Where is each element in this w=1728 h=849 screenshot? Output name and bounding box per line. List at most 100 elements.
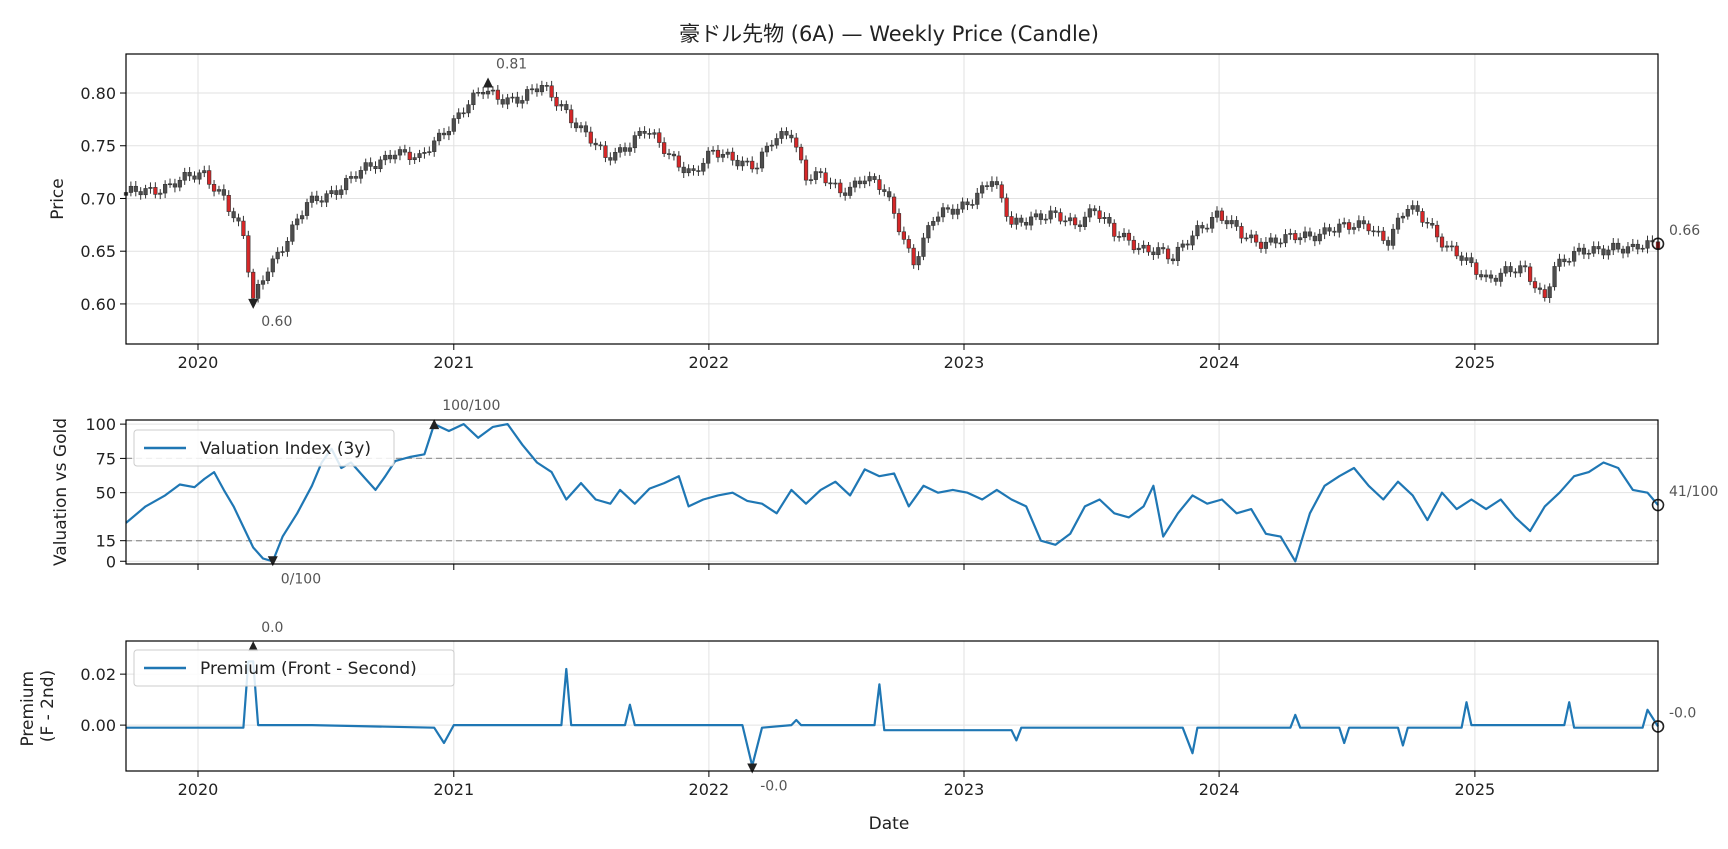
candle-body xyxy=(1165,248,1171,260)
candle-body xyxy=(1606,249,1611,256)
y-tick-label: 0.02 xyxy=(80,665,116,684)
trough-annotation: 0/100 xyxy=(281,571,321,587)
premium-legend: Premium (Front - Second) xyxy=(133,649,455,687)
candle-body xyxy=(559,104,564,107)
candle-body xyxy=(1611,242,1616,251)
candle-body xyxy=(696,170,701,172)
y-tick-label: 0.60 xyxy=(80,295,116,314)
candle-body xyxy=(720,154,725,158)
candle-body xyxy=(490,89,496,92)
candle-body xyxy=(148,187,153,189)
candle-body xyxy=(128,185,133,193)
candle-body xyxy=(1087,208,1092,218)
candle-body xyxy=(847,186,853,196)
candle-body xyxy=(1185,243,1190,246)
candle-body xyxy=(1391,228,1396,246)
candle-body xyxy=(1288,233,1293,235)
candle-body xyxy=(1483,274,1489,278)
trough-marker xyxy=(267,556,278,567)
candle-body xyxy=(877,179,882,190)
candle-body xyxy=(1234,220,1239,227)
candle-body xyxy=(1459,255,1464,261)
candle-body xyxy=(1439,236,1445,248)
candle-body xyxy=(1028,216,1034,226)
candle-body xyxy=(373,166,378,170)
candle-body xyxy=(1361,220,1366,225)
candle-body xyxy=(1126,232,1132,241)
candle-body xyxy=(794,137,799,148)
candle-body xyxy=(808,179,814,181)
candle-body xyxy=(1077,224,1083,227)
candle-body xyxy=(363,162,368,171)
candle-body xyxy=(1601,248,1606,256)
candle-body xyxy=(280,251,285,253)
candle-body xyxy=(1518,265,1523,274)
candle-body xyxy=(500,99,505,105)
candle-body xyxy=(422,152,427,154)
premium-line xyxy=(126,660,1659,767)
premium-legend-label: Premium (Front - Second) xyxy=(200,659,417,679)
candle-body xyxy=(608,157,613,161)
x-tick-label: 2021 xyxy=(433,353,474,372)
candle-body xyxy=(270,258,275,273)
candle-body xyxy=(618,147,623,153)
candle-body xyxy=(843,192,848,196)
candle-body xyxy=(1209,217,1215,229)
valuation-legend: Valuation Index (3y) xyxy=(133,429,395,467)
candle-body xyxy=(593,142,598,146)
candle-body xyxy=(823,172,828,184)
candle-body xyxy=(632,135,637,149)
candle-body xyxy=(1136,247,1141,251)
candle-body xyxy=(505,97,510,105)
candle-body xyxy=(715,149,721,158)
candle-body xyxy=(1180,243,1185,248)
candle-body xyxy=(1474,262,1479,275)
trough-marker xyxy=(747,763,758,774)
candle-body xyxy=(740,160,745,167)
candle-body xyxy=(1371,230,1376,233)
candle-body xyxy=(158,192,163,195)
candle-body xyxy=(764,145,769,153)
candle-body xyxy=(627,147,633,152)
price-panel: 0.60 0.81 0.66 2020 2021 2022 2023 2024 2025 0.6… xyxy=(48,53,1700,372)
candle-body xyxy=(1268,237,1273,243)
candle-body xyxy=(456,112,461,119)
candle-body xyxy=(1576,247,1582,252)
candle-body xyxy=(1121,232,1127,238)
candle-body xyxy=(231,211,236,219)
candle-body xyxy=(353,176,359,179)
candle-body xyxy=(578,125,584,129)
y-tick-label: 0 xyxy=(106,552,116,571)
candle-body xyxy=(348,176,354,179)
candle-body xyxy=(1454,245,1459,257)
candle-body xyxy=(1469,257,1474,264)
candle-body xyxy=(652,132,657,135)
candle-body xyxy=(710,149,716,152)
candle-body xyxy=(838,182,843,194)
candle-body xyxy=(300,215,305,220)
candle-body xyxy=(662,142,667,154)
candle-body xyxy=(383,154,388,161)
x-tick-label: 2024 xyxy=(1199,353,1240,372)
candle-body xyxy=(1009,216,1014,225)
candle-body xyxy=(1528,266,1533,282)
candle-body xyxy=(211,184,217,192)
candle-body xyxy=(583,125,588,133)
candle-body xyxy=(1224,220,1229,225)
candle-body xyxy=(412,157,417,161)
candle-body xyxy=(852,180,858,188)
candle-body xyxy=(1004,197,1009,217)
candle-body xyxy=(1430,223,1435,226)
trough-annotation: 0.60 xyxy=(261,314,292,330)
candle-body xyxy=(774,138,779,146)
price-axis-label: Price xyxy=(48,178,68,219)
candle-body xyxy=(172,183,178,188)
candle-body xyxy=(1175,246,1180,262)
candle-body xyxy=(1097,210,1102,219)
candle-body xyxy=(1405,208,1410,217)
candle-body xyxy=(1293,233,1298,241)
candle-body xyxy=(1278,242,1283,245)
peak-marker xyxy=(483,77,494,88)
candle-body xyxy=(295,218,300,226)
